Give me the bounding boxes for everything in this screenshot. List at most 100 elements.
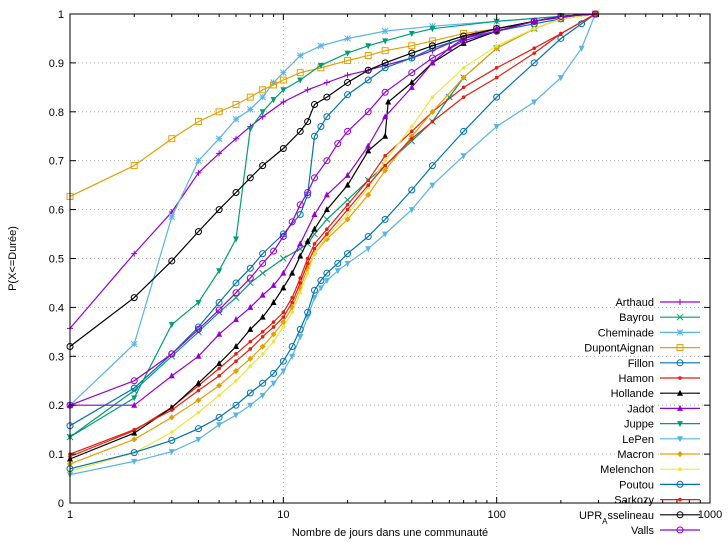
data-point bbox=[195, 352, 202, 359]
legend-label: LePen bbox=[622, 434, 654, 446]
data-point bbox=[382, 113, 389, 120]
y-tick-label: 0.2 bbox=[49, 400, 64, 412]
data-point bbox=[408, 42, 416, 50]
data-point bbox=[217, 366, 221, 371]
data-point bbox=[232, 294, 240, 301]
data-point bbox=[196, 410, 201, 415]
data-point bbox=[259, 86, 267, 94]
data-point bbox=[311, 225, 318, 232]
data-point bbox=[194, 325, 202, 333]
data-point bbox=[531, 99, 538, 106]
data-point bbox=[169, 430, 174, 434]
data-point bbox=[461, 85, 466, 90]
data-point bbox=[130, 340, 138, 348]
data-point bbox=[334, 259, 342, 267]
data-point bbox=[290, 295, 294, 300]
legend-entry: Fillon bbox=[628, 358, 700, 370]
data-point bbox=[246, 274, 254, 282]
data-point bbox=[296, 127, 304, 135]
data-point bbox=[168, 213, 176, 221]
data-point bbox=[195, 328, 202, 336]
data-point bbox=[382, 132, 389, 139]
series-line bbox=[69, 13, 596, 465]
data-point bbox=[246, 174, 254, 182]
data-point bbox=[296, 325, 304, 333]
data-point bbox=[195, 169, 202, 176]
data-point bbox=[232, 100, 240, 108]
data-point bbox=[344, 181, 351, 188]
data-point bbox=[130, 162, 138, 170]
y-tick-label: 0.5 bbox=[49, 254, 64, 266]
data-point bbox=[280, 269, 287, 276]
data-point bbox=[233, 367, 240, 374]
data-point bbox=[364, 66, 372, 74]
data-point bbox=[168, 322, 175, 329]
data-point bbox=[383, 158, 387, 163]
data-point bbox=[216, 330, 223, 337]
data-point bbox=[323, 191, 330, 198]
data-point bbox=[385, 98, 392, 105]
data-point bbox=[460, 32, 468, 40]
data-point bbox=[304, 308, 312, 316]
data-point bbox=[248, 347, 253, 351]
data-point bbox=[248, 339, 253, 344]
data-point bbox=[246, 106, 254, 113]
data-point bbox=[344, 260, 351, 267]
data-point bbox=[217, 393, 221, 398]
x-tick-label: 10 bbox=[277, 509, 289, 521]
data-point bbox=[323, 93, 331, 101]
data-point bbox=[247, 126, 254, 133]
y-tick-label: 0.4 bbox=[49, 302, 64, 314]
series-line bbox=[69, 13, 596, 438]
series-dupontaignan bbox=[66, 10, 599, 200]
data-point bbox=[234, 359, 238, 363]
data-point bbox=[217, 374, 221, 378]
data-point bbox=[532, 26, 537, 31]
data-point bbox=[288, 343, 296, 351]
data-point bbox=[365, 142, 372, 149]
data-point bbox=[270, 380, 277, 387]
data-point bbox=[460, 37, 468, 45]
data-point bbox=[168, 135, 176, 143]
data-point bbox=[259, 291, 266, 298]
data-point bbox=[233, 343, 240, 350]
data-point bbox=[409, 124, 414, 129]
legend-swatch-marker bbox=[677, 436, 683, 443]
series-upr-asselineau bbox=[66, 10, 599, 351]
legend-entry: UPRAsselineau bbox=[579, 510, 700, 525]
data-point bbox=[195, 436, 202, 443]
y-tick-label: 0.9 bbox=[49, 58, 64, 70]
data-point bbox=[317, 277, 325, 285]
data-point bbox=[260, 334, 265, 339]
series-line bbox=[69, 13, 596, 347]
data-point bbox=[259, 392, 266, 399]
data-point bbox=[409, 129, 414, 134]
data-point bbox=[215, 206, 223, 214]
data-point bbox=[317, 42, 325, 50]
data-point bbox=[288, 218, 296, 226]
data-point bbox=[366, 183, 371, 187]
data-point bbox=[409, 136, 414, 141]
data-point bbox=[408, 207, 415, 214]
data-point bbox=[130, 377, 138, 385]
series-line bbox=[69, 13, 596, 197]
series-line bbox=[69, 13, 596, 472]
data-point bbox=[279, 255, 287, 262]
data-point bbox=[168, 372, 175, 379]
data-point bbox=[216, 268, 223, 275]
data-point bbox=[271, 325, 276, 329]
data-point bbox=[234, 378, 238, 383]
data-point bbox=[169, 408, 174, 412]
data-point bbox=[296, 69, 304, 77]
data-point bbox=[323, 206, 330, 213]
legend-swatch-marker bbox=[677, 389, 683, 396]
data-point bbox=[334, 140, 342, 148]
legend-swatch-marker bbox=[676, 359, 684, 367]
data-point bbox=[194, 425, 202, 433]
data-point bbox=[279, 232, 287, 240]
data-point bbox=[259, 259, 267, 267]
data-point bbox=[246, 93, 254, 101]
data-point bbox=[259, 109, 266, 116]
data-point bbox=[557, 12, 565, 20]
data-point bbox=[232, 279, 240, 287]
